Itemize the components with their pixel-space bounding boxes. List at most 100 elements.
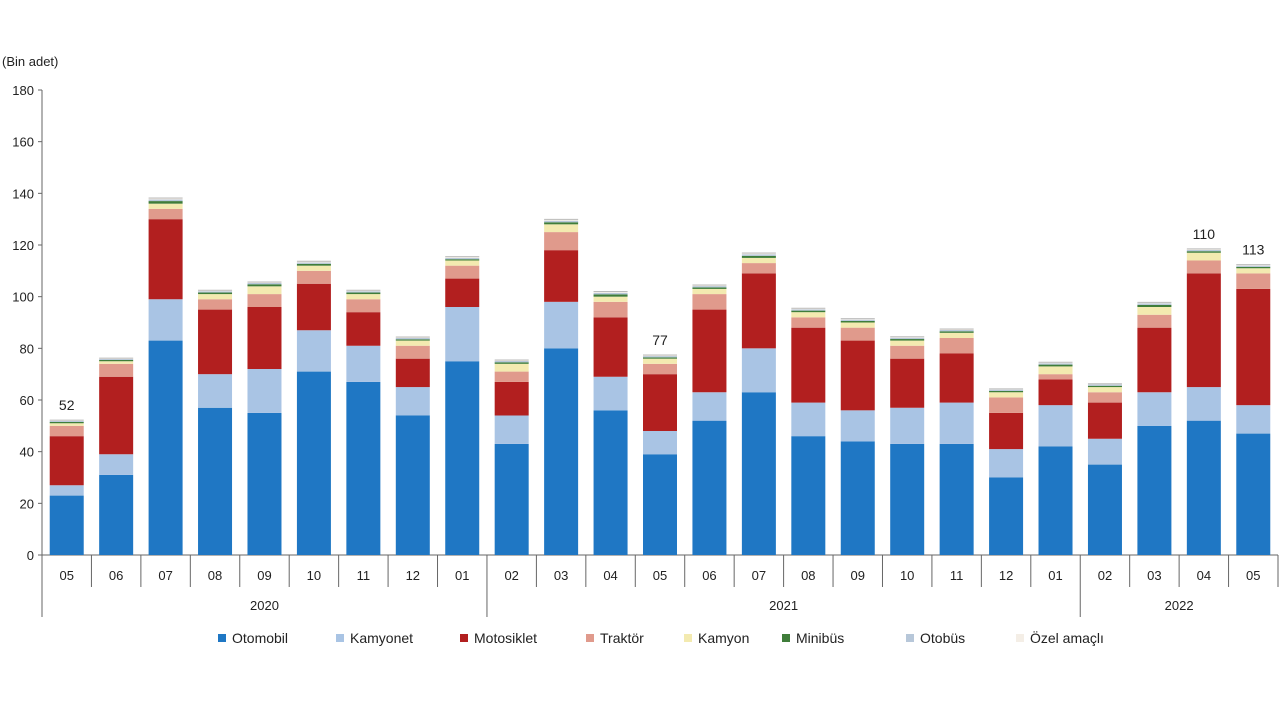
bar-segment-motosiklet xyxy=(544,250,579,302)
bar-segment-kamyon xyxy=(1236,268,1271,274)
bar-segment-kamyon xyxy=(395,340,430,346)
bar-segment-minib-s xyxy=(544,222,579,225)
legend-item: Kamyon xyxy=(684,630,749,646)
bar-segment-otob-s xyxy=(49,420,84,422)
bar-segment-kamyonet xyxy=(643,431,677,455)
bar-segment-otob-s xyxy=(494,360,529,363)
bar-segment-kamyonet xyxy=(939,402,974,444)
bar-segment-kamyon xyxy=(791,312,826,318)
x-tick-label: 02 xyxy=(1098,568,1112,583)
bar-segment--zel-ama-l- xyxy=(1236,264,1271,266)
bar-segment-otomobil xyxy=(247,412,282,555)
bar-segment-kamyon xyxy=(890,340,925,346)
x-tick-label: 08 xyxy=(801,568,815,583)
year-label: 2021 xyxy=(769,598,798,613)
bar-segment-otomobil xyxy=(99,474,134,555)
bar-segment-kamyonet xyxy=(1038,405,1073,447)
y-axis-label: (Bin adet) xyxy=(2,54,59,69)
bar-segment-kamyonet xyxy=(445,307,480,362)
bar-segment-kamyonet xyxy=(741,348,776,393)
bar-segment-minib-s xyxy=(890,339,925,341)
x-tick-label: 03 xyxy=(554,568,568,583)
bar-segment-kamyonet xyxy=(840,410,875,442)
legend-swatch xyxy=(1016,634,1024,642)
bar-segment-kamyon xyxy=(1038,366,1073,375)
bar-segment-otomobil xyxy=(1186,420,1221,555)
bar-segment-kamyon xyxy=(49,423,84,426)
x-tick-label: 05 xyxy=(653,568,667,583)
bar-segment-kamyonet xyxy=(247,369,282,413)
bar-segment-minib-s xyxy=(494,362,529,364)
bar-segment-trakt-r xyxy=(593,301,628,318)
bar-segment-minib-s xyxy=(1137,304,1172,307)
bar-segment-motosiklet xyxy=(1186,273,1221,388)
bar-segment-otob-s xyxy=(593,292,628,295)
bar-segment-otob-s xyxy=(1236,265,1271,267)
bar-segment-minib-s xyxy=(692,287,727,289)
legend-label: Otomobil xyxy=(232,630,289,646)
bar-segment-trakt-r xyxy=(643,363,677,375)
bar-segment-trakt-r xyxy=(692,294,727,310)
y-tick-label: 120 xyxy=(12,238,34,253)
bar-segment-kamyon xyxy=(1087,387,1122,393)
bar-segment--zel-ama-l- xyxy=(791,308,826,310)
bar-segment-motosiklet xyxy=(148,219,183,300)
bar-segment-kamyonet xyxy=(395,387,430,416)
data-label: 110 xyxy=(1193,226,1216,242)
bar-segment-motosiklet xyxy=(494,381,529,416)
bar-segment-kamyon xyxy=(840,322,875,328)
chart-legend: Otomobil Kamyonet Motosiklet Traktör Kamyon M… xyxy=(0,630,1280,654)
bar-segment-minib-s xyxy=(395,339,430,341)
bar-segment-trakt-r xyxy=(99,363,134,377)
bar-segment-minib-s xyxy=(791,310,826,313)
bar-segment-minib-s xyxy=(99,359,134,362)
bar-segment-trakt-r xyxy=(791,317,826,328)
bar-segment--zel-ama-l- xyxy=(198,290,233,292)
legend-label: Kamyonet xyxy=(350,630,414,646)
legend-item: Özel amaçlı xyxy=(1016,630,1104,646)
bar-segment-trakt-r xyxy=(49,425,84,437)
bar-segment-otomobil xyxy=(593,410,628,555)
bar-segment-motosiklet xyxy=(296,283,331,331)
bar-segment-kamyonet xyxy=(544,301,579,349)
x-tick-label: 02 xyxy=(504,568,518,583)
bar-segment-kamyonet xyxy=(49,485,84,496)
bar-segment-kamyon xyxy=(494,363,529,372)
bar-segment-kamyon xyxy=(544,224,579,233)
bar-segment-kamyonet xyxy=(1137,392,1172,426)
bar-segment-trakt-r xyxy=(247,294,282,307)
x-tick-label: 10 xyxy=(900,568,914,583)
bar-segment--zel-ama-l- xyxy=(1038,362,1073,364)
bar-segment-otob-s xyxy=(395,338,430,340)
bar-segment-trakt-r xyxy=(1137,314,1172,328)
year-label: 2022 xyxy=(1165,598,1194,613)
bar-segment-trakt-r xyxy=(890,345,925,359)
bar-segment-motosiklet xyxy=(593,317,628,377)
legend-label: Otobüs xyxy=(920,630,966,646)
bar-segment--zel-ama-l- xyxy=(939,328,974,330)
bar-segment-minib-s xyxy=(989,390,1024,393)
bar-segment-otob-s xyxy=(346,291,381,293)
bar-segment-kamyon xyxy=(593,296,628,302)
bar-segment-otob-s xyxy=(1137,303,1172,305)
bar-segment-minib-s xyxy=(643,357,677,359)
x-tick-label: 04 xyxy=(603,568,617,583)
bar-segment-minib-s xyxy=(49,421,84,424)
bar-segment-trakt-r xyxy=(494,371,529,382)
bar-segment-motosiklet xyxy=(247,307,282,369)
bar-segment-kamyonet xyxy=(692,392,727,421)
legend-label: Kamyon xyxy=(698,630,750,646)
bar-segment-motosiklet xyxy=(346,312,381,346)
bar-segment-kamyonet xyxy=(198,374,233,408)
bar-segment-otob-s xyxy=(99,358,134,360)
bar-segment-kamyon xyxy=(346,294,381,300)
bar-segment-otomobil xyxy=(1038,446,1073,555)
bar-segment-trakt-r xyxy=(989,397,1024,413)
bar-segment-trakt-r xyxy=(1038,374,1073,380)
bar-segment-minib-s xyxy=(741,255,776,258)
x-tick-label: 09 xyxy=(257,568,271,583)
legend-label: Motosiklet xyxy=(474,630,538,646)
y-tick-label: 80 xyxy=(20,341,34,356)
bar-segment-minib-s xyxy=(445,259,480,261)
bar-segment-otob-s xyxy=(148,199,183,202)
